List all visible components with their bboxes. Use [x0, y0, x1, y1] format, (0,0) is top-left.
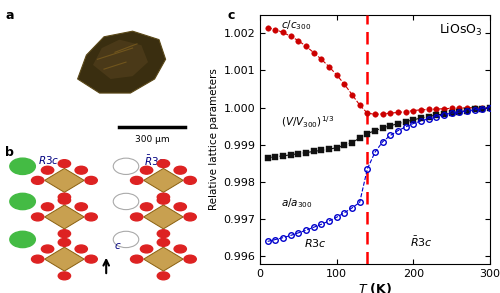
Circle shape — [184, 176, 196, 184]
Circle shape — [75, 203, 88, 211]
Text: $c/c_{300}$: $c/c_{300}$ — [280, 18, 311, 32]
Polygon shape — [93, 40, 148, 79]
Text: $\bar{R}3c$: $\bar{R}3c$ — [410, 235, 432, 249]
Circle shape — [113, 193, 139, 209]
Circle shape — [174, 166, 186, 174]
Circle shape — [42, 166, 54, 174]
Text: $R3c$: $R3c$ — [304, 237, 326, 249]
Circle shape — [113, 158, 139, 174]
Circle shape — [130, 255, 143, 263]
Text: $a/a_{300}$: $a/a_{300}$ — [280, 197, 312, 210]
Polygon shape — [78, 31, 166, 93]
Circle shape — [174, 203, 186, 211]
Circle shape — [58, 196, 70, 204]
Polygon shape — [144, 168, 183, 192]
Circle shape — [157, 230, 170, 238]
Circle shape — [58, 230, 70, 238]
Circle shape — [85, 176, 98, 184]
Circle shape — [10, 193, 36, 209]
Circle shape — [157, 193, 170, 201]
Text: $R3c$: $R3c$ — [38, 154, 60, 166]
Circle shape — [32, 255, 44, 263]
Circle shape — [10, 231, 36, 248]
Circle shape — [130, 213, 143, 221]
Circle shape — [140, 245, 152, 253]
Circle shape — [174, 245, 186, 253]
Circle shape — [58, 193, 70, 201]
Circle shape — [58, 272, 70, 280]
Text: $c$: $c$ — [114, 241, 122, 251]
Circle shape — [157, 239, 170, 246]
Circle shape — [157, 160, 170, 168]
Text: $(V/V_{300})^{1/3}$: $(V/V_{300})^{1/3}$ — [280, 114, 334, 130]
Text: $\bar{R}3c$: $\bar{R}3c$ — [144, 154, 166, 168]
Polygon shape — [44, 247, 84, 271]
Circle shape — [75, 166, 88, 174]
Circle shape — [85, 255, 98, 263]
Text: 300 μm: 300 μm — [135, 135, 170, 144]
Circle shape — [42, 203, 54, 211]
Circle shape — [75, 245, 88, 253]
Polygon shape — [144, 247, 183, 271]
Text: LiOsO$_3$: LiOsO$_3$ — [440, 22, 483, 38]
Text: c: c — [228, 9, 235, 22]
Circle shape — [32, 176, 44, 184]
Circle shape — [157, 196, 170, 204]
X-axis label: $T$ (K): $T$ (K) — [358, 281, 392, 293]
Circle shape — [85, 213, 98, 221]
Polygon shape — [44, 168, 84, 192]
Circle shape — [42, 245, 54, 253]
Text: b: b — [5, 146, 14, 159]
Circle shape — [32, 213, 44, 221]
Y-axis label: Relative lattice parameters: Relative lattice parameters — [209, 68, 219, 210]
Circle shape — [113, 231, 139, 248]
Circle shape — [140, 203, 152, 211]
Circle shape — [184, 213, 196, 221]
Circle shape — [140, 166, 152, 174]
Text: a: a — [5, 9, 14, 22]
Circle shape — [184, 255, 196, 263]
Circle shape — [58, 239, 70, 246]
Polygon shape — [44, 205, 84, 229]
Circle shape — [58, 160, 70, 168]
Circle shape — [130, 176, 143, 184]
Circle shape — [10, 158, 36, 174]
Polygon shape — [144, 205, 183, 229]
Circle shape — [157, 272, 170, 280]
